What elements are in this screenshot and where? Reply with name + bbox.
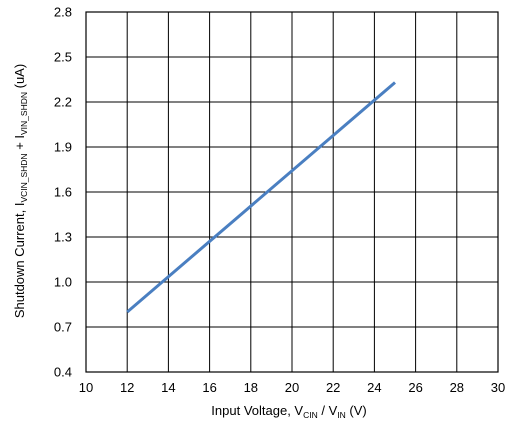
- x-tick-label: 28: [450, 380, 464, 395]
- y-tick-label: 1.9: [54, 140, 72, 155]
- y-tick-label: 0.4: [54, 365, 72, 380]
- x-tick-label: 24: [367, 380, 381, 395]
- y-tick-label: 2.5: [54, 50, 72, 65]
- x-tick-label: 10: [79, 380, 93, 395]
- x-tick-label: 22: [326, 380, 340, 395]
- y-tick-label: 1.3: [54, 230, 72, 245]
- x-tick-label: 26: [408, 380, 422, 395]
- y-tick-label: 2.8: [54, 5, 72, 20]
- x-tick-label: 20: [285, 380, 299, 395]
- series-layer: [126, 81, 396, 314]
- x-tick-label: 30: [491, 380, 505, 395]
- x-tick-labels: 10 12 14 16 18 20 22 24 26 28 30: [79, 380, 505, 395]
- y-tick-label: 2.2: [54, 95, 72, 110]
- x-tick-label: 16: [202, 380, 216, 395]
- y-tick-label: 0.7: [54, 320, 72, 335]
- y-tick-labels: 0.4 0.7 1.0 1.3 1.6 1.9 2.2 2.5 2.8: [54, 5, 72, 380]
- chart-grid: [85, 11, 499, 373]
- x-tick-label: 18: [244, 380, 258, 395]
- plot-frame: [85, 11, 499, 373]
- x-axis-label: Input Voltage, VCIN / VIN (V): [211, 403, 366, 420]
- y-tick-label: 1.0: [54, 275, 72, 290]
- series-line: [126, 81, 396, 314]
- y-tick-label: 1.6: [54, 185, 72, 200]
- x-tick-label: 14: [161, 380, 175, 395]
- y-axis-label: Shutdown Current, IVCIN_SHDN + IVIN_SHDN…: [12, 64, 29, 318]
- x-tick-label: 12: [120, 380, 134, 395]
